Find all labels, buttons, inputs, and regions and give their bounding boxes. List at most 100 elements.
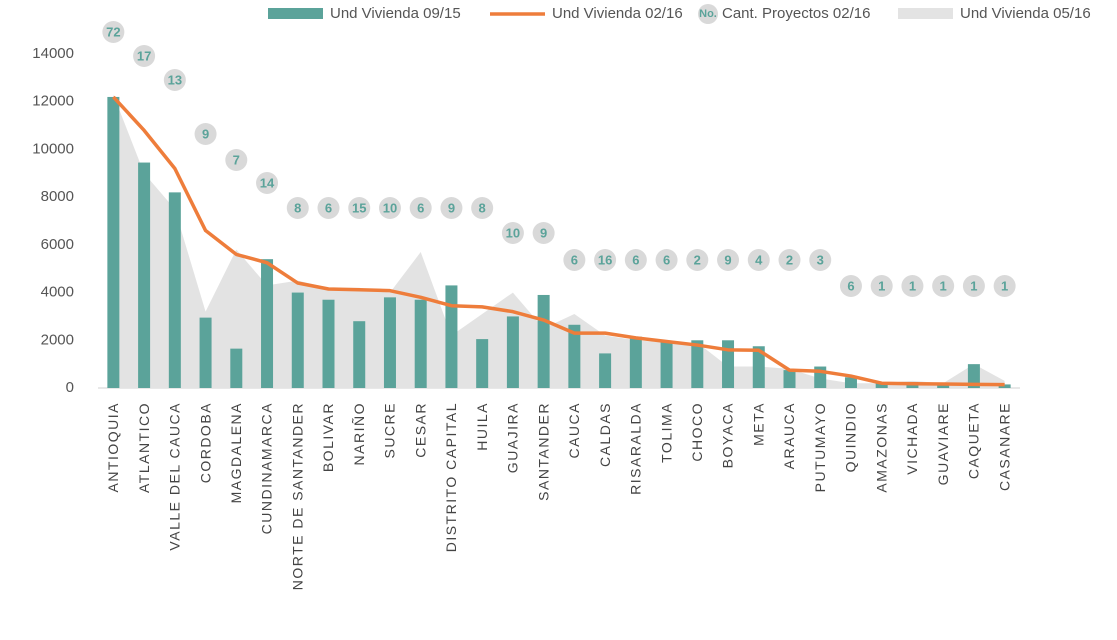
y-tick-label: 12000 [32,93,74,110]
bubble [194,123,217,145]
bubble-label: 9 [202,126,209,141]
project-count: 17 [133,45,156,67]
bubble [440,197,463,219]
project-count: 9 [532,222,555,244]
bubble-label: 4 [755,252,763,267]
bubble-label: 17 [137,48,151,63]
bar [875,383,888,388]
project-count: 6 [624,249,647,271]
project-count: 1 [993,275,1016,297]
bar [353,321,366,388]
project-count: 7 [225,149,248,171]
bubble [532,222,555,244]
bubble [594,249,617,271]
project-count: 2 [686,249,709,271]
bubble-label: 2 [694,252,701,267]
project-count: 72 [102,21,125,43]
bubble-label: 6 [325,200,332,215]
bubble-label: 1 [1001,278,1008,293]
x-tick-label: CALDAS [597,402,613,467]
bar [967,364,980,388]
bubble [378,197,401,219]
bubble [809,249,832,271]
x-tick-label: SUCRE [382,402,398,459]
bubble-label: 6 [571,252,578,267]
bubble [256,172,279,194]
project-count: 8 [471,197,494,219]
bubble [686,249,709,271]
bubble-label: 13 [168,72,182,87]
project-count: 6 [655,249,678,271]
x-tick-label: RISARALDA [628,402,644,495]
project-count: 6 [409,197,432,219]
bubble [901,275,924,297]
bubble-label: 15 [352,200,366,215]
y-tick-label: 10000 [32,140,74,157]
project-count: 1 [901,275,924,297]
bubble [624,249,647,271]
bubble-label: 1 [970,278,977,293]
x-tick-label: CASANARE [996,402,1012,491]
project-count: 9 [717,249,740,271]
bar [291,292,304,388]
bubble [471,197,494,219]
bar [844,377,857,388]
project-count: 9 [194,123,217,145]
x-tick-label: CUNDINAMARCA [259,402,275,534]
x-tick-label: AMAZONAS [873,402,889,493]
project-count: 4 [747,249,770,271]
x-tick-label: GUAJIRA [505,402,521,473]
area [113,94,1005,389]
project-count: 1 [932,275,955,297]
bar [722,340,735,388]
y-tick-label: 8000 [41,188,74,205]
bar [230,348,243,388]
project-count: 9 [440,197,463,219]
project-count: 8 [286,197,309,219]
bubble-label: 6 [632,252,639,267]
bubble [102,21,125,43]
y-tick-label: 14000 [32,45,74,62]
project-count: 6 [317,197,340,219]
line [112,95,1005,387]
bar [261,259,274,388]
y-tick-label: 2000 [41,331,74,348]
bubble-label: 10 [383,200,397,215]
bar [199,317,212,388]
bar [138,162,151,388]
x-tick-label: BOLIVAR [320,402,336,472]
legend-swatch [898,8,953,19]
legend-marker-label: No. [699,8,717,20]
bubble [348,197,371,219]
bubble-label: 1 [909,278,916,293]
bubble-label: 6 [417,200,424,215]
x-tick-label: CAUCA [566,402,582,459]
x-tick-label: ATLANTICO [136,402,152,493]
legend-label: Und Vivienda 09/15 [330,5,461,22]
bubble-label: 9 [724,252,731,267]
bar [691,340,704,388]
x-tick-label: NORTE DE SANTANDER [289,402,305,590]
bubble-label: 9 [448,200,455,215]
bubble-label: 7 [233,152,240,167]
bar [414,299,427,388]
bubble-label: 8 [294,200,301,215]
bubble [317,197,340,219]
bubble [163,69,186,91]
bar [537,294,550,388]
project-count: 10 [501,222,524,244]
bar [629,336,642,388]
bubble [286,197,309,219]
bar [568,324,581,388]
legend-label: Und Vivienda 02/16 [552,5,683,22]
bubble-label: 10 [506,225,520,240]
y-tick-label: 6000 [41,236,74,253]
bar [752,346,765,388]
bubble [409,197,432,219]
x-tick-label: MAGDALENA [228,402,244,503]
x-tick-label: QUINDIO [843,402,859,472]
bar [107,96,120,388]
x-tick-label: SANTANDER [535,402,551,501]
x-tick-label: ARAUCA [781,402,797,469]
project-count: 1 [870,275,893,297]
